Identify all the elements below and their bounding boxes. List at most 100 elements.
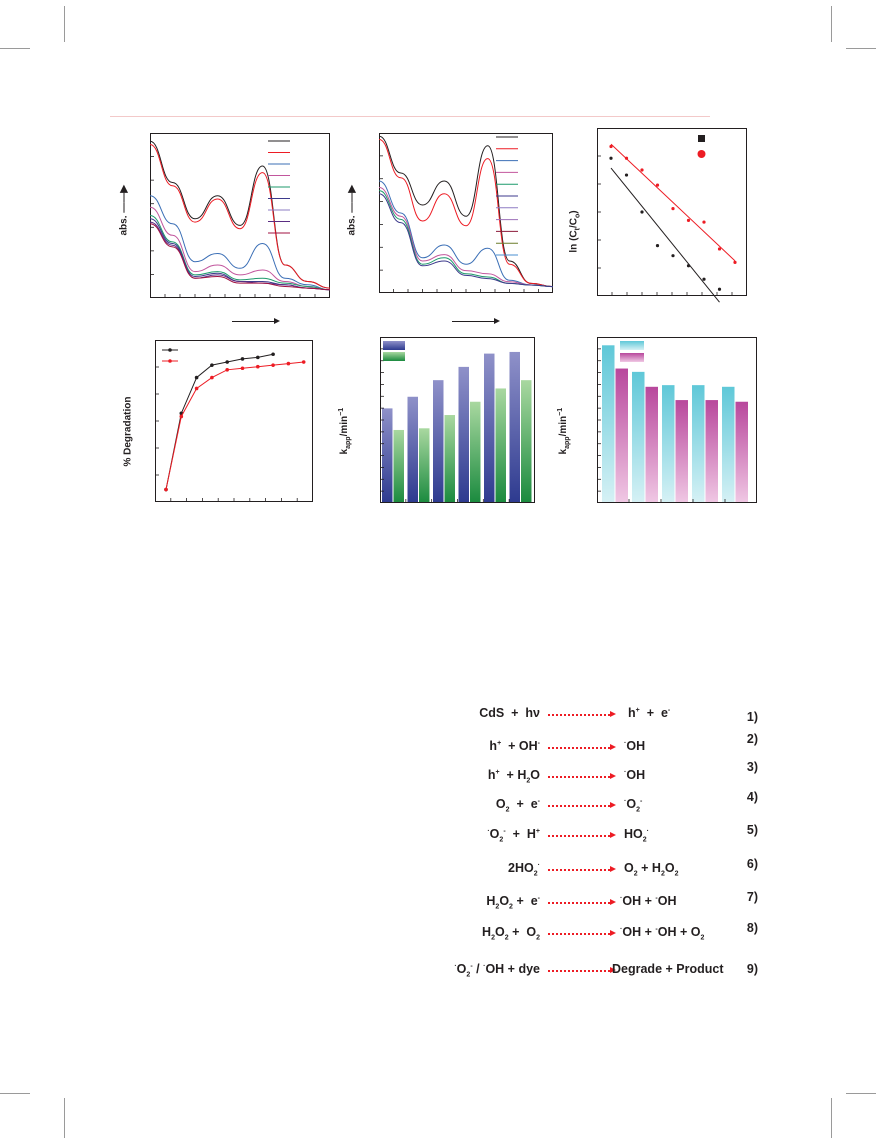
panel-f-bar-series1 bbox=[692, 385, 705, 503]
eq8-number: 8) bbox=[746, 921, 758, 935]
panel-c-point-red bbox=[655, 183, 660, 187]
panel-d-line-black bbox=[165, 353, 274, 490]
panel-d-point-red bbox=[271, 363, 275, 367]
panel-c-point-red bbox=[686, 218, 691, 222]
panel-f-bar-series1 bbox=[632, 371, 645, 503]
panel-d-point-red bbox=[164, 487, 168, 492]
panel-c-point-black bbox=[702, 277, 706, 281]
panel-c-fit-red bbox=[610, 143, 736, 262]
panel-d-point-red bbox=[179, 414, 184, 419]
panel-b-plot bbox=[378, 133, 554, 293]
eq1-number: 1) bbox=[746, 710, 758, 724]
panel-e-ylabel-unit: /min bbox=[339, 415, 351, 437]
panel-a-xarrow bbox=[232, 318, 280, 324]
panel-a-ylabel-text: abs. bbox=[118, 215, 130, 236]
panel-c-frame bbox=[597, 128, 747, 296]
panel-d-ylabel-text: % Degradation bbox=[122, 396, 134, 467]
panel-f-legend-swatch-1 bbox=[620, 341, 644, 350]
eq1-right: h+ + e- bbox=[628, 706, 671, 720]
eq3-arrow bbox=[548, 773, 616, 779]
eq9-number: 9) bbox=[746, 962, 758, 976]
panel-c-point-red bbox=[702, 220, 706, 224]
eq6-arrow bbox=[548, 866, 616, 872]
panel-f-bars bbox=[597, 337, 757, 503]
crop-mark bbox=[846, 48, 876, 49]
crop-mark bbox=[64, 6, 65, 42]
panel-c-ylabel: ln (Ct/Co) bbox=[569, 192, 582, 272]
panel-f-bar-series2 bbox=[735, 401, 748, 503]
crop-mark bbox=[846, 1093, 876, 1094]
eq7-left: H2O2 + e- bbox=[486, 894, 540, 911]
panel-f-plot bbox=[597, 337, 757, 503]
eq5-arrow bbox=[548, 832, 616, 838]
panel-b-xarrow bbox=[452, 318, 500, 324]
panel-d-point-black bbox=[194, 375, 199, 380]
panel-c-point-black bbox=[686, 264, 691, 268]
eq9-arrow bbox=[548, 967, 616, 973]
eq3-left: h+ + H2O bbox=[487, 768, 540, 785]
eq4-right: ·O2- bbox=[624, 797, 643, 814]
eq3-number: 3) bbox=[746, 760, 758, 774]
panel-a-series-crimson bbox=[149, 223, 331, 291]
panel-c-point-red bbox=[624, 156, 629, 160]
eq6-number: 6) bbox=[746, 857, 758, 871]
panel-d-point-black bbox=[271, 352, 275, 357]
eq6-left: 2HO2· bbox=[508, 861, 540, 878]
eq5-right: HO2· bbox=[624, 827, 649, 844]
panel-d-point-red bbox=[301, 360, 306, 364]
equation-7: H2O2 + e- ·OH + -OH 7) bbox=[440, 890, 770, 920]
eq5-number: 5) bbox=[746, 823, 758, 837]
panel-e-bar-series2 bbox=[470, 401, 481, 503]
eq6-right: O2 + H2O2 bbox=[624, 861, 679, 878]
panel-a-series-blue bbox=[149, 195, 331, 291]
panel-f-bar-series1 bbox=[662, 385, 675, 503]
eq2-number: 2) bbox=[746, 732, 758, 746]
panel-d-ylabel: % Degradation bbox=[123, 382, 134, 482]
panel-b-series-black bbox=[378, 135, 554, 288]
crop-mark bbox=[831, 1098, 832, 1138]
panel-c-fit-black bbox=[610, 167, 720, 303]
panel-c-point-black bbox=[609, 156, 613, 160]
eq5-left: ·O2- + H+ bbox=[487, 827, 540, 844]
eq9-left: ·O2- / ·OH + dye bbox=[454, 962, 540, 979]
panel-c-point-red bbox=[671, 207, 675, 211]
panel-d-legend-marker bbox=[168, 348, 172, 352]
eq1-left: CdS + hν bbox=[479, 706, 540, 720]
panel-d-point-black bbox=[256, 355, 260, 360]
panel-e-bar-series1 bbox=[407, 396, 418, 503]
panel-b-series-red bbox=[378, 138, 554, 288]
header-rule bbox=[110, 116, 710, 117]
eq3-right: ·OH bbox=[624, 768, 646, 782]
panel-d-point-red bbox=[256, 364, 260, 369]
panel-c-point-red bbox=[609, 144, 613, 149]
panel-e-bar-series2 bbox=[444, 415, 455, 503]
panel-b-frame bbox=[379, 133, 553, 293]
eq2-left: h+ + OH- bbox=[489, 739, 540, 753]
eq4-left: O2 + e- bbox=[495, 797, 540, 814]
panel-e-bar-series2 bbox=[419, 428, 430, 503]
panel-b-series-navy bbox=[378, 193, 554, 288]
panel-e-plot bbox=[380, 337, 535, 503]
eq4-number: 4) bbox=[746, 790, 758, 804]
equation-4: O2 + e- ·O2- bbox=[440, 797, 770, 823]
eq2-right: ·OH bbox=[624, 739, 646, 753]
panel-d-point-red bbox=[225, 368, 229, 372]
panel-e-bars bbox=[380, 337, 535, 503]
panel-a-series-black bbox=[149, 140, 331, 289]
panel-d-point-black bbox=[225, 360, 229, 364]
panel-f-bar-series1 bbox=[722, 386, 735, 503]
panel-a-frame bbox=[150, 133, 330, 298]
crop-mark bbox=[0, 48, 30, 49]
panel-d-degradation bbox=[155, 340, 313, 502]
eq4-arrow bbox=[548, 802, 616, 808]
equation-8: H2O2 + O2 ·OH + -OH + O2 8) bbox=[440, 921, 770, 951]
panel-f-bar-series2 bbox=[645, 386, 658, 503]
panel-e-bar-series2 bbox=[495, 388, 506, 503]
eq2-arrow bbox=[548, 744, 616, 750]
eq8-right: ·OH + -OH + O2 bbox=[620, 925, 705, 942]
panel-c-ylabel-c: ) bbox=[568, 210, 580, 214]
eq7-right: ·OH + -OH bbox=[620, 894, 677, 908]
panel-a-series-red bbox=[149, 144, 331, 289]
panel-e-ylabel-sup: −1 bbox=[337, 407, 345, 416]
panel-c-ylabel-a: ln (C bbox=[568, 230, 580, 253]
